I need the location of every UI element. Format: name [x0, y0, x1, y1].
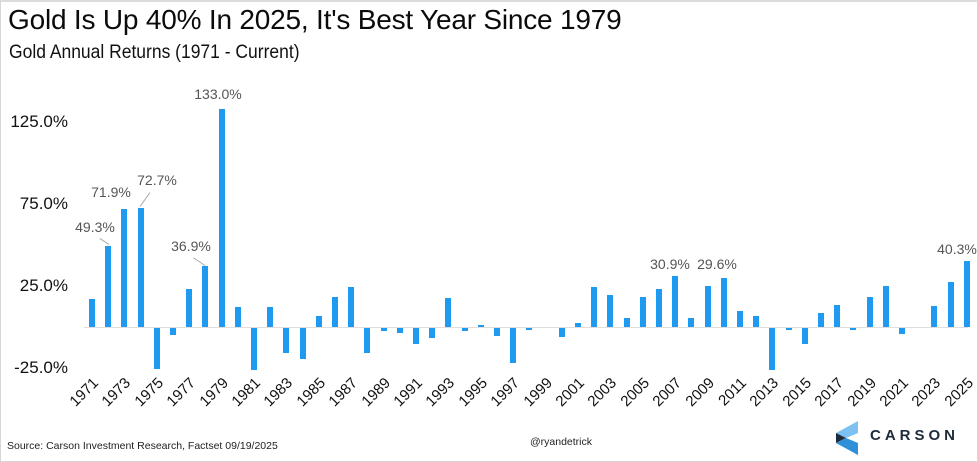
- bar-2005: [639, 297, 646, 327]
- bar-2002: [591, 286, 598, 327]
- bar-1980: [234, 307, 241, 327]
- bar-2012: [753, 315, 760, 327]
- data-label-1974: 72.7%: [137, 172, 177, 188]
- bar-1979: [218, 108, 225, 327]
- bar-2014: [785, 328, 792, 331]
- bar-2023: [931, 305, 938, 327]
- carson-chevron-icon: [836, 421, 858, 455]
- data-label-2010: 29.6%: [697, 256, 737, 272]
- bar-1988: [364, 328, 371, 354]
- bar-2020: [882, 286, 889, 327]
- bar-2015: [801, 328, 808, 345]
- bar-2021: [899, 328, 905, 334]
- y-tick-label: 125.0%: [10, 112, 68, 131]
- bar-1994: [461, 328, 468, 332]
- bar-1972: [105, 246, 112, 327]
- bar-2006: [656, 289, 662, 327]
- carson-wordmark: CARSON: [870, 427, 960, 444]
- bar-1982: [267, 307, 274, 327]
- zero-baseline: [84, 327, 968, 328]
- bar-2007: [672, 276, 679, 327]
- bar-1991: [413, 328, 419, 345]
- bar-2003: [607, 295, 614, 327]
- bar-1987: [348, 286, 355, 327]
- bar-1974: [137, 207, 144, 327]
- data-label-1979: 133.0%: [194, 86, 242, 102]
- bar-2025: [963, 260, 970, 327]
- bar-1993: [445, 297, 452, 327]
- bar-1983: [283, 328, 290, 353]
- bar-2004: [623, 317, 630, 327]
- source-note: Source: Carson Investment Research, Fact…: [7, 440, 278, 452]
- bar-2018: [850, 328, 857, 331]
- bar-2011: [737, 310, 743, 327]
- bar-1975: [153, 328, 160, 369]
- bar-2024: [947, 282, 954, 327]
- bar-1976: [170, 328, 176, 335]
- bar-1998: [526, 328, 533, 330]
- bar-1989: [380, 328, 387, 332]
- bar-1977: [186, 289, 193, 327]
- bar-2019: [866, 296, 873, 327]
- data-label-1973: 71.9%: [91, 184, 131, 200]
- bar-1971: [89, 299, 95, 327]
- bar-1995: [477, 325, 484, 327]
- author-handle: @ryandetrick: [530, 436, 593, 448]
- y-tick-label: -25.0%: [14, 358, 68, 377]
- bar-2013: [769, 328, 776, 370]
- bar-1984: [299, 328, 306, 360]
- data-label-1972: 49.3%: [75, 219, 115, 235]
- chart-subtitle: Gold Annual Returns (1971 - Current): [9, 42, 300, 63]
- bar-1986: [332, 297, 338, 327]
- bar-1996: [494, 328, 500, 337]
- data-label-2025: 40.3%: [937, 241, 977, 257]
- carson-logo: CARSON: [836, 420, 976, 456]
- bar-1990: [396, 328, 403, 333]
- data-label-2007: 30.9%: [650, 256, 690, 272]
- y-tick-label: 25.0%: [19, 276, 68, 295]
- bar-2010: [720, 278, 727, 327]
- bar-2017: [834, 305, 841, 327]
- bar-2016: [818, 313, 824, 327]
- chart-title: Gold Is Up 40% In 2025, It's Best Year S…: [8, 4, 622, 35]
- bar-2009: [704, 286, 711, 327]
- bar-1978: [202, 266, 209, 327]
- bar-2008: [688, 317, 695, 327]
- bar-2000: [558, 328, 565, 338]
- data-label-1978: 36.9%: [171, 238, 211, 254]
- bar-1992: [429, 328, 436, 338]
- bar-2001: [575, 323, 581, 327]
- bar-1973: [121, 209, 128, 327]
- bar-1981: [251, 328, 257, 370]
- bar-1985: [315, 316, 322, 327]
- y-tick-label: 75.0%: [19, 194, 68, 213]
- bar-1997: [510, 328, 517, 364]
